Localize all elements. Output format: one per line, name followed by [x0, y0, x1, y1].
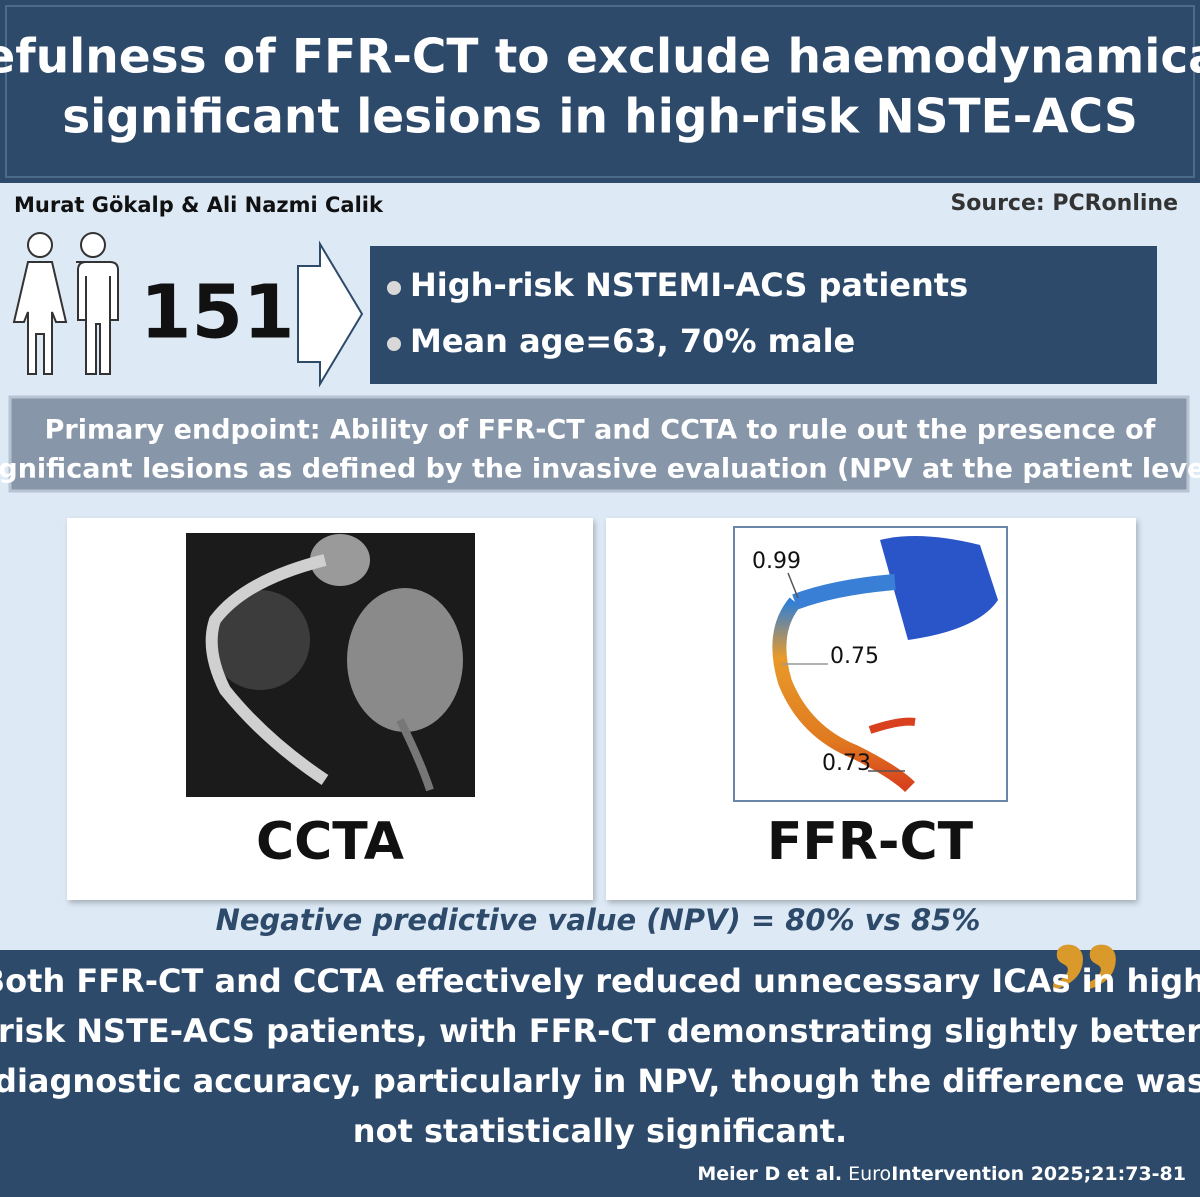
- ffr-image: [733, 526, 1008, 802]
- conclusion-line: not statistically significant.: [353, 1112, 847, 1150]
- conclusion-line: risk NSTE-ACS patients, with FFR-CT demo…: [0, 1012, 1200, 1050]
- conclusion-band: [0, 950, 1200, 1197]
- header-border: [5, 5, 1195, 178]
- title-line: Usefulness of FFR-CT to exclude haemodyn…: [0, 30, 1200, 85]
- bullet-text: Mean age=63, 70% male: [410, 322, 855, 360]
- citation-ref: Intervention 2025;21:73-81: [891, 1163, 1186, 1185]
- panel-label: FFR-CT: [767, 812, 974, 872]
- conclusion-line: Both FFR-CT and CCTA effectively reduced…: [0, 962, 1200, 1000]
- endpoint-line: Primary endpoint: Ability of FFR-CT and …: [45, 415, 1156, 446]
- ffr-annotation: 0.75: [830, 644, 879, 669]
- patient-count: 151: [140, 270, 294, 356]
- endpoint-box: [8, 395, 1190, 493]
- citation-authors: Meier D et al.: [697, 1163, 842, 1185]
- ffr-annotation: 0.73: [822, 751, 871, 776]
- people-icon: [12, 232, 119, 375]
- population-box: [370, 246, 1157, 384]
- panel-label: CCTA: [256, 812, 404, 872]
- authors: Murat Gökalp & Ali Nazmi Calik: [14, 193, 384, 217]
- bullet: [387, 337, 401, 351]
- citation-journal: Euro: [848, 1163, 891, 1185]
- title-line: significant lesions in high-risk NSTE-AC…: [62, 90, 1138, 145]
- npv-text: Negative predictive value (NPV) = 80% vs…: [216, 903, 981, 937]
- conclusion-line: diagnostic accuracy, particularly in NPV…: [0, 1062, 1200, 1100]
- ccta-image: [186, 533, 475, 797]
- ffr-annotation: 0.99: [752, 549, 801, 574]
- arrow: [297, 240, 364, 388]
- quote-mark: ”: [1048, 911, 1123, 1077]
- bullet: [387, 281, 401, 295]
- endpoint-line: significant lesions as defined by the in…: [0, 454, 1200, 485]
- header-band: [0, 0, 1200, 183]
- citation: Meier D et al. EuroIntervention 2025;21:…: [697, 1163, 1186, 1185]
- source: Source: PCRonline: [950, 191, 1178, 216]
- bullet-text: High-risk NSTEMI-ACS patients: [410, 266, 968, 304]
